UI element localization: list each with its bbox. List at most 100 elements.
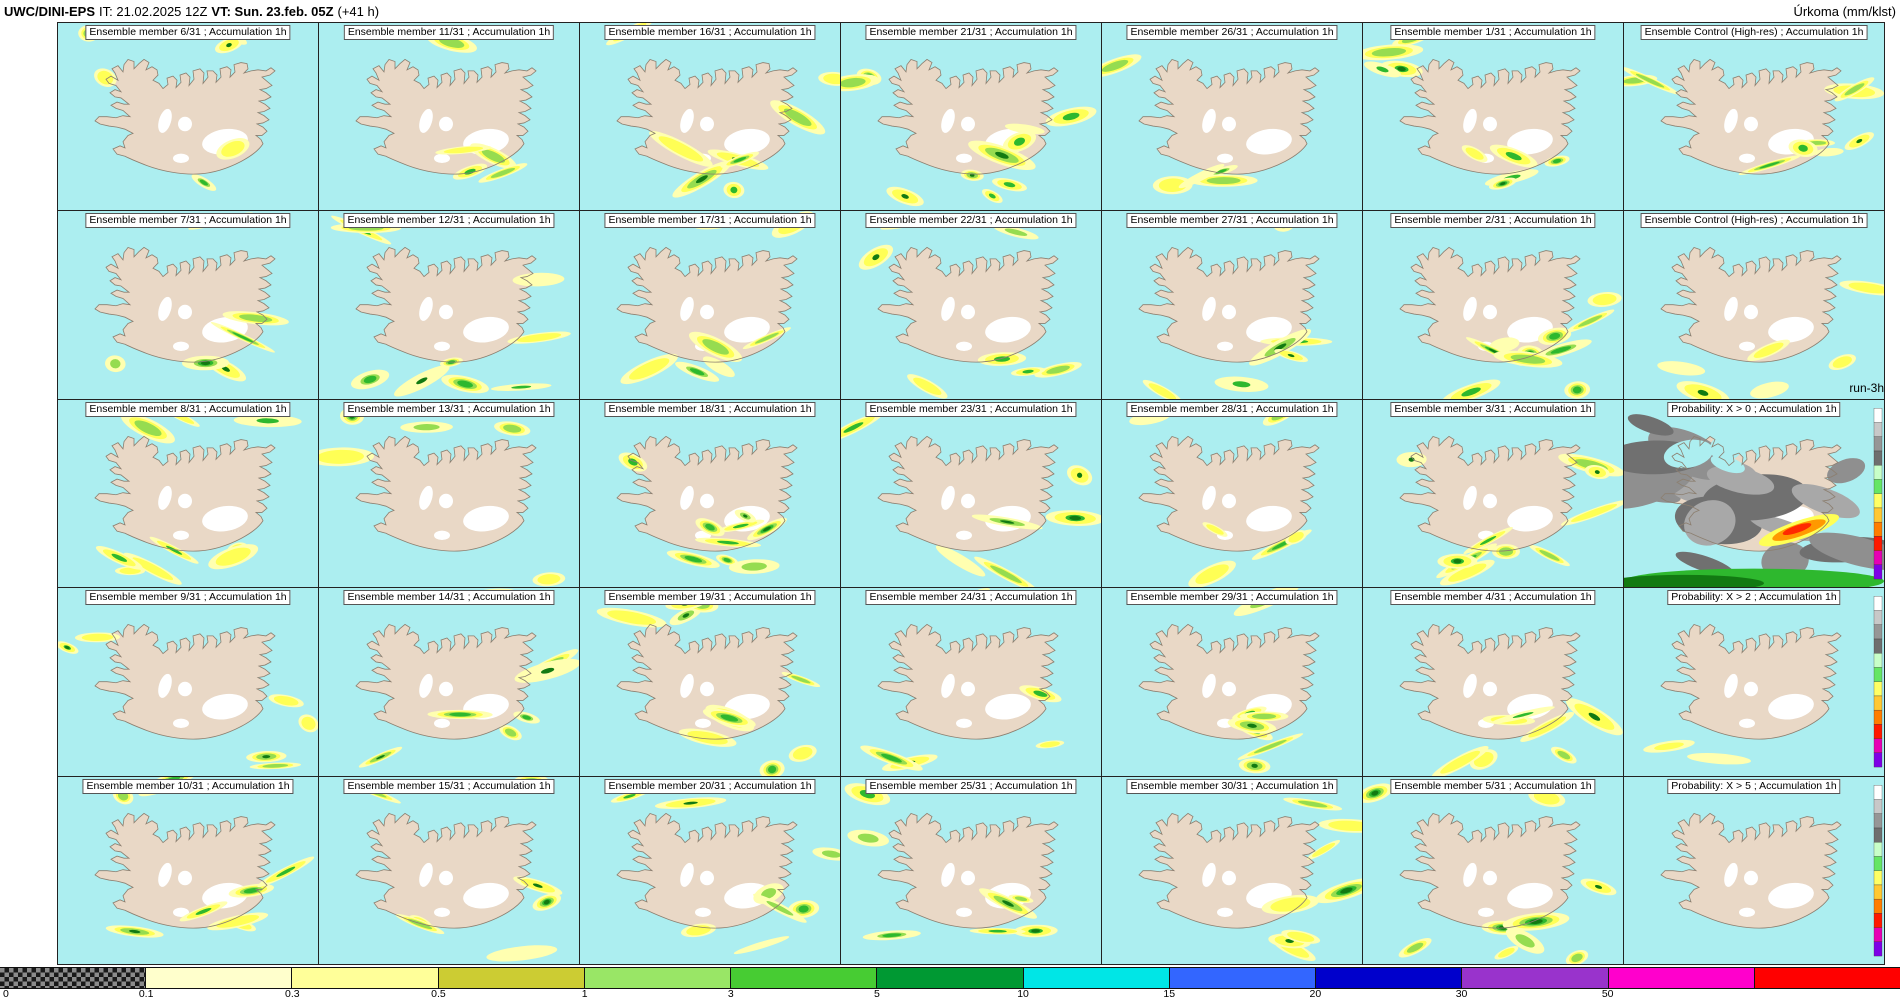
- colorbar-segment: [1461, 968, 1608, 988]
- map-panel: Ensemble member 13/31 ; Accumulation 1h: [319, 399, 580, 589]
- colorbar-tick: 0.1: [138, 988, 154, 1000]
- colorbar: 0 0.1 0.3 0.5 1 3 5 10 15 20 30 50: [0, 965, 1900, 1000]
- map-panel: Ensemble member 4/31 ; Accumulation 1h: [1363, 588, 1624, 777]
- panel-title: Ensemble member 26/31 ; Accumulation 1h: [1126, 25, 1338, 40]
- iceland-map: [580, 399, 840, 588]
- map-panel: Ensemble member 27/31 ; Accumulation 1h: [1102, 211, 1363, 400]
- panel-title: Ensemble member 5/31 ; Accumulation 1h: [1390, 778, 1596, 794]
- map-panel: Ensemble member 22/31 ; Accumulation 1h: [841, 211, 1102, 400]
- colorbar-segment: [437, 968, 584, 988]
- panel-title: Ensemble Control (High-res) ; Accumulati…: [1640, 25, 1868, 40]
- map-panel: Ensemble member 12/31 ; Accumulation 1h: [319, 211, 580, 400]
- iceland-map: [319, 776, 579, 964]
- colorbar-segment: [1753, 968, 1900, 988]
- iceland-map: [841, 399, 1101, 588]
- iceland-map: [58, 23, 318, 211]
- iceland-map: [580, 776, 840, 964]
- map-panel: Probability: X > 2 ; Accumulation 1h: [1624, 588, 1885, 777]
- panel-title: Ensemble member 1/31 ; Accumulation 1h: [1390, 25, 1596, 40]
- colorbar-segment: [730, 968, 877, 988]
- iceland-map: [1363, 399, 1623, 588]
- iceland-map: [1624, 211, 1884, 399]
- panel-title: Ensemble member 6/31 ; Accumulation 1h: [85, 25, 291, 40]
- map-panel: Ensemble member 7/31 ; Accumulation 1h: [58, 211, 319, 400]
- panel-title: Ensemble member 8/31 ; Accumulation 1h: [85, 401, 291, 417]
- init-time: IT: 21.02.2025 12Z: [99, 3, 208, 19]
- panel-title: Ensemble Control (High-res) ; Accumulati…: [1640, 213, 1868, 229]
- map-panel: Ensemble member 6/31 ; Accumulation 1h: [58, 23, 319, 212]
- colorbar-tick: 10: [1017, 988, 1029, 1000]
- map-panel: Ensemble member 23/31 ; Accumulation 1h: [841, 399, 1102, 589]
- colorbar-tick: 0.3: [284, 988, 300, 1000]
- map-panel: Ensemble member 25/31 ; Accumulation 1h: [841, 776, 1102, 965]
- iceland-map: [1624, 23, 1884, 211]
- colorbar-segment: [291, 968, 438, 988]
- panel-title: Probability: X > 0 ; Accumulation 1h: [1667, 401, 1841, 417]
- iceland-map: [841, 211, 1101, 399]
- panel-title: Ensemble member 24/31 ; Accumulation 1h: [865, 590, 1077, 606]
- map-panel: Ensemble member 17/31 ; Accumulation 1h: [580, 211, 841, 400]
- colorbar-tick: 3: [727, 988, 734, 1000]
- map-panel: Ensemble member 18/31 ; Accumulation 1h: [580, 399, 841, 589]
- colorbar-tick: 50: [1601, 988, 1614, 1000]
- colorbar-segment: [583, 968, 731, 988]
- iceland-map: [58, 211, 318, 399]
- iceland-map: [319, 399, 579, 588]
- colorbar-ticks: 0 0.1 0.3 0.5 1 3 5 10 15 20 30 50: [0, 988, 1900, 1000]
- colorbar-segment: [145, 968, 292, 988]
- panel-title: Ensemble member 23/31 ; Accumulation 1h: [865, 401, 1077, 417]
- map-panel: Ensemble Control (High-res) ; Accumulati…: [1624, 211, 1885, 400]
- panel-title: Ensemble member 7/31 ; Accumulation 1h: [85, 213, 291, 229]
- panel-title: Ensemble member 27/31 ; Accumulation 1h: [1126, 213, 1338, 229]
- iceland-map: [1102, 588, 1362, 776]
- unit-label: Úrkoma (mm/klst): [1793, 3, 1896, 19]
- map-panel: Ensemble member 15/31 ; Accumulation 1h: [319, 776, 580, 965]
- colorbar-segment: [1315, 968, 1462, 988]
- iceland-map: [580, 23, 840, 211]
- panel-title: Ensemble member 20/31 ; Accumulation 1h: [604, 778, 816, 794]
- iceland-map: [1102, 211, 1362, 399]
- iceland-map: [580, 211, 840, 399]
- map-panel: Ensemble member 5/31 ; Accumulation 1h: [1363, 776, 1624, 965]
- panel-title: Ensemble member 12/31 ; Accumulation 1h: [343, 213, 555, 229]
- valid-time: VT: Sun. 23.feb. 05Z: [211, 3, 334, 19]
- map-panel: Ensemble member 3/31 ; Accumulation 1h: [1363, 399, 1624, 589]
- map-panel: Ensemble member 28/31 ; Accumulation 1h: [1102, 399, 1363, 589]
- panel-title: Ensemble member 25/31 ; Accumulation 1h: [865, 778, 1077, 794]
- panel-title: Ensemble member 30/31 ; Accumulation 1h: [1126, 778, 1338, 794]
- panel-title: Probability: X > 5 ; Accumulation 1h: [1667, 778, 1841, 794]
- panel-title: Ensemble member 3/31 ; Accumulation 1h: [1390, 401, 1596, 417]
- colorbar-segment: [1022, 968, 1169, 988]
- panel-title: Ensemble member 15/31 ; Accumulation 1h: [343, 778, 555, 794]
- iceland-map: [580, 588, 840, 776]
- lead-time: (+41 h): [337, 3, 380, 19]
- map-panel: Ensemble member 16/31 ; Accumulation 1h: [580, 23, 841, 212]
- iceland-map: [1102, 399, 1362, 588]
- colorbar-tick: 1: [581, 988, 588, 1000]
- colorbar-tick: 5: [874, 988, 880, 1000]
- panel-title: Ensemble member 10/31 ; Accumulation 1h: [82, 778, 294, 794]
- panel-title: Ensemble member 11/31 ; Accumulation 1h: [343, 25, 555, 40]
- map-panel: Ensemble member 21/31 ; Accumulation 1h: [841, 23, 1102, 212]
- panel-title: Ensemble member 9/31 ; Accumulation 1h: [85, 590, 291, 606]
- colorbar-tick: 20: [1309, 988, 1322, 1000]
- map-panel: Ensemble member 2/31 ; Accumulation 1h: [1363, 211, 1624, 400]
- iceland-map: [1102, 776, 1362, 964]
- map-panel: Ensemble member 24/31 ; Accumulation 1h: [841, 588, 1102, 777]
- map-panel: Ensemble member 10/31 ; Accumulation 1h: [58, 776, 319, 965]
- panel-title: Ensemble member 14/31 ; Accumulation 1h: [343, 590, 555, 606]
- colorbar-tick: 0: [3, 988, 9, 1000]
- colorbar-segment: [876, 968, 1023, 988]
- iceland-map: [58, 776, 318, 964]
- iceland-map: [319, 588, 579, 776]
- panel-title: Ensemble member 21/31 ; Accumulation 1h: [865, 25, 1077, 40]
- iceland-map: [1624, 588, 1884, 776]
- map-panel: Ensemble member 30/31 ; Accumulation 1h: [1102, 776, 1363, 965]
- panel-title: Ensemble member 17/31 ; Accumulation 1h: [604, 213, 816, 229]
- iceland-map: [1102, 23, 1362, 211]
- colorbar-tick: 30: [1455, 988, 1468, 1000]
- iceland-map: [1363, 23, 1623, 211]
- iceland-map: [58, 588, 318, 776]
- iceland-map: [1624, 399, 1884, 588]
- colorbar-segment: [1607, 968, 1754, 988]
